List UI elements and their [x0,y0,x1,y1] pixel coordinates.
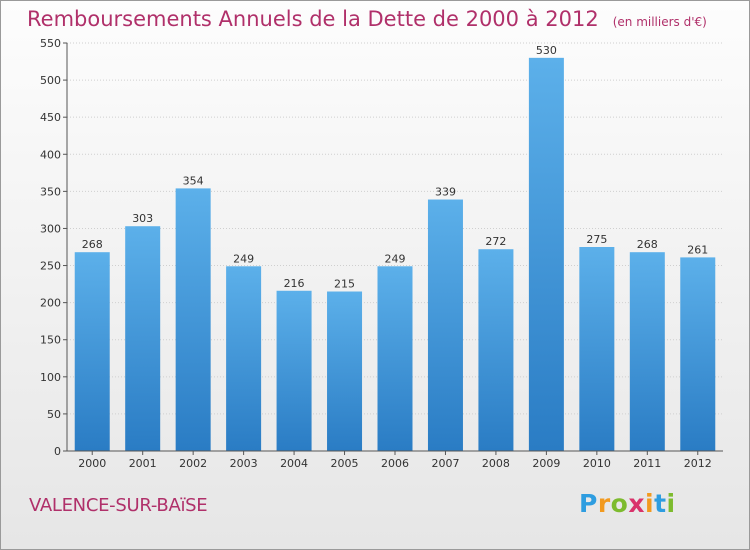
value-label-2001: 303 [132,212,153,225]
bar-2012 [680,257,716,451]
x-tick-label-2008: 2008 [482,457,510,470]
y-tick-label: 400 [40,148,61,161]
bar-2008 [478,249,514,451]
y-tick-label: 500 [40,74,61,87]
y-tick-label: 250 [40,260,61,273]
value-label-2003: 249 [233,252,254,265]
x-tick-label-2001: 2001 [129,457,157,470]
value-label-2002: 354 [183,174,204,187]
logo-letter: r [597,489,611,518]
value-label-2005: 215 [334,278,355,291]
value-label-2009: 530 [536,44,557,57]
y-tick-label: 50 [47,408,61,421]
x-tick-label-2010: 2010 [583,457,611,470]
city-name: VALENCE-SUR-BAïSE [29,495,208,516]
logo-letter: o [610,489,629,518]
y-tick-label: 0 [54,445,61,458]
logo-letter: i [666,489,676,518]
bar-2007 [427,199,463,451]
logo-letter: P [579,489,598,518]
bar-2002 [175,188,211,451]
logo-letter: x [628,489,645,518]
bar-2009 [528,57,564,451]
y-tick-label: 100 [40,371,61,384]
value-label-2000: 268 [82,238,103,251]
y-tick-label: 150 [40,334,61,347]
logo-letter: t [654,489,667,518]
proxiti-logo: Proxiti [579,489,676,518]
chart-title-text: Remboursements Annuels de la Dette de 20… [27,7,599,31]
y-tick-label: 450 [40,111,61,124]
y-tick-label: 300 [40,222,61,235]
value-label-2010: 275 [586,233,607,246]
y-tick-label: 200 [40,297,61,310]
bar-2000 [74,252,110,451]
bar-2004 [276,290,312,451]
value-label-2012: 261 [687,243,708,256]
value-label-2004: 216 [284,277,305,290]
chart-title: Remboursements Annuels de la Dette de 20… [27,7,707,31]
y-tick-label: 550 [40,37,61,50]
x-tick-label-2002: 2002 [179,457,207,470]
value-label-2007: 339 [435,186,456,199]
x-tick-label-2012: 2012 [684,457,712,470]
x-tick-label-2009: 2009 [532,457,560,470]
x-tick-label-2003: 2003 [230,457,258,470]
x-tick-label-2007: 2007 [431,457,459,470]
value-label-2011: 268 [637,238,658,251]
bar-2003 [226,266,262,451]
bar-2011 [629,252,665,451]
bar-2006 [377,266,413,451]
value-label-2006: 249 [385,252,406,265]
bar-2005 [327,291,363,451]
y-tick-label: 350 [40,185,61,198]
value-label-2008: 272 [485,235,506,248]
bar-2010 [579,247,615,451]
unit-note: (en milliers d'€) [612,15,707,29]
x-tick-label-2004: 2004 [280,457,308,470]
x-tick-label-2000: 2000 [78,457,106,470]
x-tick-label-2011: 2011 [633,457,661,470]
x-tick-label-2005: 2005 [331,457,359,470]
bar-2001 [125,226,161,451]
x-tick-label-2006: 2006 [381,457,409,470]
logo-letter: i [645,489,655,518]
